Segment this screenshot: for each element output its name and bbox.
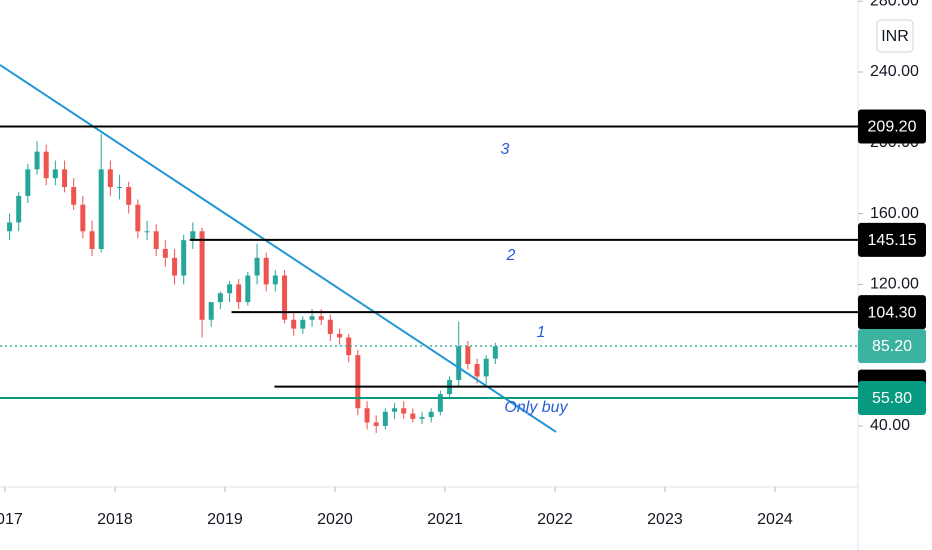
candle-body [16, 195, 22, 223]
candle-body [346, 337, 352, 356]
candle-body [364, 408, 370, 423]
candle-body [373, 422, 379, 426]
candle-body [456, 346, 462, 380]
candle-body [337, 333, 343, 338]
price-tag [858, 109, 926, 144]
x-tick-label: 2024 [757, 511, 793, 528]
price-tag-label: 145.15 [868, 232, 917, 249]
x-tick-label: 2020 [317, 511, 353, 528]
candle-body [254, 257, 260, 276]
candle-body [25, 169, 31, 196]
x-tick-label: 2017 [0, 511, 23, 528]
candle-body [327, 319, 333, 334]
candle-body [80, 204, 86, 232]
candle-body [419, 417, 425, 419]
candle-body [208, 302, 214, 320]
candle-body [392, 408, 398, 412]
y-tick-label: 280.00 [870, 0, 919, 9]
candle-body [117, 187, 123, 189]
candle-body [71, 187, 77, 205]
currency-label: INR [881, 28, 909, 45]
candle-body [190, 231, 196, 241]
x-tick-label: 2018 [97, 511, 133, 528]
candle-body [465, 346, 471, 365]
candle-body [162, 248, 168, 258]
candle-body [272, 275, 278, 285]
price-tag-label: 85.20 [872, 338, 912, 355]
annotation: 2 [506, 247, 516, 264]
candle-body [199, 231, 205, 320]
candle-body [282, 275, 288, 320]
price-tag-label: 104.30 [868, 304, 917, 321]
candle-body [355, 355, 361, 409]
plot-area [0, 64, 858, 434]
x-tick-label: 2022 [537, 511, 573, 528]
x-tick-label: 2019 [207, 511, 243, 528]
candle-body [126, 187, 132, 205]
candle-body [227, 284, 233, 294]
candle-body [217, 293, 223, 303]
candle-body [89, 231, 95, 249]
y-tick-label: 160.00 [870, 205, 919, 222]
candle-body [7, 222, 13, 232]
candle-body [492, 346, 498, 359]
x-tick-label: 2021 [427, 511, 463, 528]
candle-body [437, 394, 443, 412]
candle-body [401, 408, 407, 414]
annotation: 1 [537, 324, 546, 341]
candle-body [410, 413, 416, 419]
y-tick-label: 120.00 [870, 276, 919, 293]
candle-body [483, 358, 489, 377]
price-tag [858, 328, 926, 363]
candle-body [236, 284, 242, 303]
candle-body [291, 319, 297, 329]
annotation: Only buy [504, 399, 568, 416]
candle-body [318, 316, 324, 320]
candle-body [172, 257, 178, 276]
candle-body [428, 411, 434, 418]
annotation: 3 [501, 141, 510, 158]
candle-body [144, 231, 150, 233]
candle-body [98, 169, 104, 249]
currency-button [876, 19, 914, 53]
candle-body [135, 204, 141, 232]
y-tick-label: 240.00 [870, 63, 919, 80]
price-tag [858, 295, 926, 330]
price-tag-label: 55.80 [872, 390, 912, 407]
candle-body [153, 231, 159, 249]
candle-body [43, 151, 49, 179]
candle-body [34, 151, 40, 170]
candle-body [62, 169, 68, 188]
price-tag [858, 222, 926, 257]
candle-body [107, 169, 113, 188]
candle-body [382, 411, 388, 426]
candle-body [245, 275, 251, 303]
y-tick-label: 40.00 [870, 417, 910, 434]
price-tag-label: 209.20 [868, 119, 917, 136]
x-tick-label: 2023 [647, 511, 683, 528]
price-tag [858, 380, 926, 415]
candle-body [263, 257, 269, 285]
candle-body [181, 240, 187, 276]
candle-body [309, 316, 315, 320]
candle-body [52, 169, 58, 179]
candle-body [474, 364, 480, 377]
candle-body [300, 319, 306, 329]
